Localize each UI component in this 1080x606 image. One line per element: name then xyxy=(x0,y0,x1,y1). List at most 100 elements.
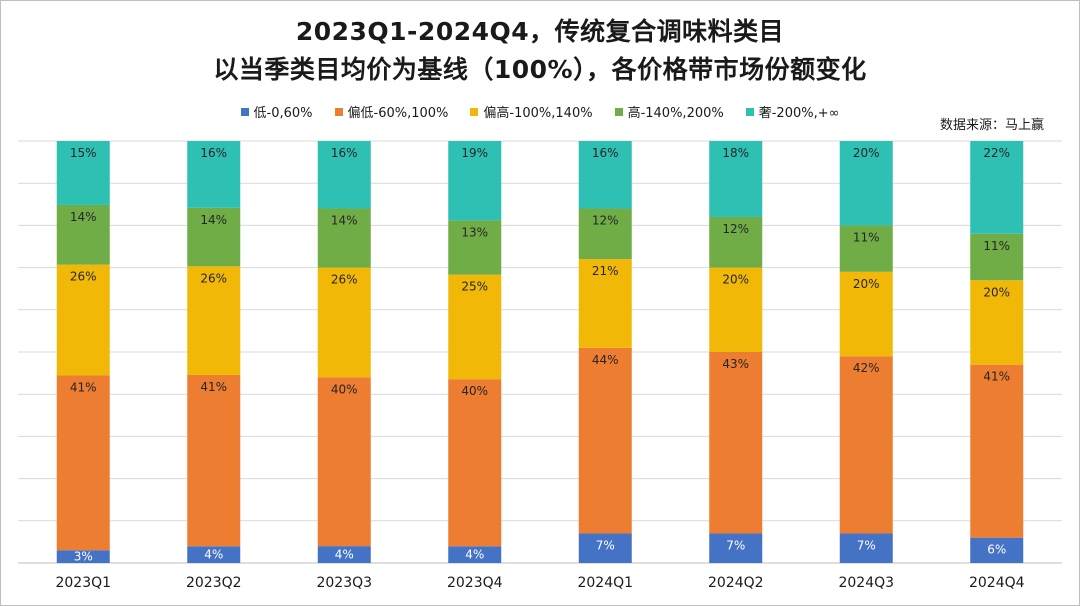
data-label: 18% xyxy=(722,146,749,160)
chart-title-line1: 2023Q1-2024Q4，传统复合调味料类目 xyxy=(295,17,785,46)
legend-item: 奢-200%,+∞ xyxy=(745,102,839,121)
bar-segment xyxy=(448,379,502,547)
x-tick-label: 2024Q3 xyxy=(838,575,894,591)
legend-label: 高-140%,200% xyxy=(627,106,724,121)
bar-segment xyxy=(56,204,110,265)
bar-segment xyxy=(317,546,371,563)
data-label: 12% xyxy=(722,222,749,236)
data-label: 6% xyxy=(987,543,1006,557)
bar-segment xyxy=(448,141,502,221)
data-label: 42% xyxy=(853,361,880,375)
legend-swatch xyxy=(614,107,623,116)
bar-segment xyxy=(448,546,502,563)
bar-segment xyxy=(839,225,893,272)
legend-label: 偏低-60%,100% xyxy=(347,106,449,121)
chart-title-line2: 以当季类目均价为基线（100%），各价格带市场份额变化 xyxy=(213,55,867,84)
data-label: 26% xyxy=(331,273,358,287)
bar-segment xyxy=(317,141,371,209)
data-label: 13% xyxy=(461,225,488,239)
data-label: 7% xyxy=(857,538,876,552)
x-tick-label: 2024Q2 xyxy=(708,575,764,591)
data-label: 40% xyxy=(331,382,358,396)
bar-segment xyxy=(56,264,110,376)
bar-segment xyxy=(187,141,241,208)
legend-swatch xyxy=(240,107,249,116)
data-label: 20% xyxy=(853,277,880,291)
legend-label: 偏高-100%,140% xyxy=(483,106,593,121)
bar-segment xyxy=(317,267,371,378)
bar-segment xyxy=(578,141,632,209)
data-label: 3% xyxy=(74,550,93,564)
legend-item: 偏低-60%,100% xyxy=(334,102,449,121)
bar-segment xyxy=(709,352,763,534)
bar-segment xyxy=(56,375,110,551)
bar-segment xyxy=(448,220,502,275)
bar-segment xyxy=(56,141,110,205)
data-label: 22% xyxy=(983,146,1010,160)
data-label: 26% xyxy=(70,270,97,284)
source-note: 数据来源：马上赢 xyxy=(939,118,1044,133)
bar-segment xyxy=(839,533,893,563)
data-label: 41% xyxy=(200,380,227,394)
bar-segment xyxy=(970,364,1024,538)
data-label: 4% xyxy=(465,548,484,562)
bar-segment xyxy=(187,546,241,563)
legend-item: 偏高-100%,140% xyxy=(470,102,593,121)
data-label: 40% xyxy=(461,384,488,398)
data-label: 44% xyxy=(592,353,619,367)
data-label: 15% xyxy=(70,146,97,160)
bar-segment xyxy=(578,347,632,534)
bar-segment xyxy=(448,274,502,380)
bar-segment xyxy=(970,233,1024,281)
x-tick-label: 2024Q1 xyxy=(577,575,633,591)
data-label: 16% xyxy=(200,146,227,160)
bar-segment xyxy=(56,550,110,563)
data-label: 16% xyxy=(331,146,358,160)
data-label: 14% xyxy=(200,213,227,227)
data-label: 41% xyxy=(70,380,97,394)
bar-segment xyxy=(578,533,632,563)
bar-segment xyxy=(970,141,1024,234)
data-label: 12% xyxy=(592,214,619,228)
data-label: 19% xyxy=(461,146,488,160)
legend: 低-0,60% 偏低-60%,100% 偏高-100%,140% 高-140%,200… xyxy=(0,102,1080,121)
bar-segment xyxy=(187,266,241,375)
data-label: 20% xyxy=(722,273,749,287)
bar-segment xyxy=(578,259,632,348)
data-label: 11% xyxy=(853,230,880,244)
data-label: 14% xyxy=(331,214,358,228)
data-label: 4% xyxy=(204,548,223,562)
data-label: 4% xyxy=(335,548,354,562)
data-label: 7% xyxy=(726,538,745,552)
data-label: 11% xyxy=(983,239,1010,253)
data-label: 25% xyxy=(461,280,488,294)
bar-segment xyxy=(839,271,893,357)
data-label: 7% xyxy=(596,538,615,552)
x-tick-label: 2023Q1 xyxy=(55,575,111,591)
data-label: 26% xyxy=(200,271,227,285)
data-label: 20% xyxy=(983,285,1010,299)
legend-swatch xyxy=(745,107,754,116)
data-label: 14% xyxy=(70,210,97,224)
legend-swatch xyxy=(470,107,479,116)
legend-item: 高-140%,200% xyxy=(614,102,724,121)
legend-swatch xyxy=(334,107,343,116)
bar-segment xyxy=(187,207,241,267)
data-label: 20% xyxy=(853,146,880,160)
bar-segment xyxy=(970,537,1024,563)
data-label: 43% xyxy=(722,357,749,371)
bar-segment xyxy=(709,533,763,563)
bar-segment xyxy=(839,141,893,226)
bar-segment xyxy=(187,374,241,547)
data-label: 21% xyxy=(592,264,619,278)
x-tick-label: 2023Q4 xyxy=(447,575,503,591)
bar-segment xyxy=(709,141,763,217)
data-label: 41% xyxy=(983,370,1010,384)
bar-segment xyxy=(709,267,763,352)
bar-segment xyxy=(317,208,371,268)
bar-segment xyxy=(839,356,893,534)
x-tick-label: 2024Q4 xyxy=(969,575,1025,591)
legend-label: 低-0,60% xyxy=(253,106,313,121)
bar-segment xyxy=(578,208,632,260)
